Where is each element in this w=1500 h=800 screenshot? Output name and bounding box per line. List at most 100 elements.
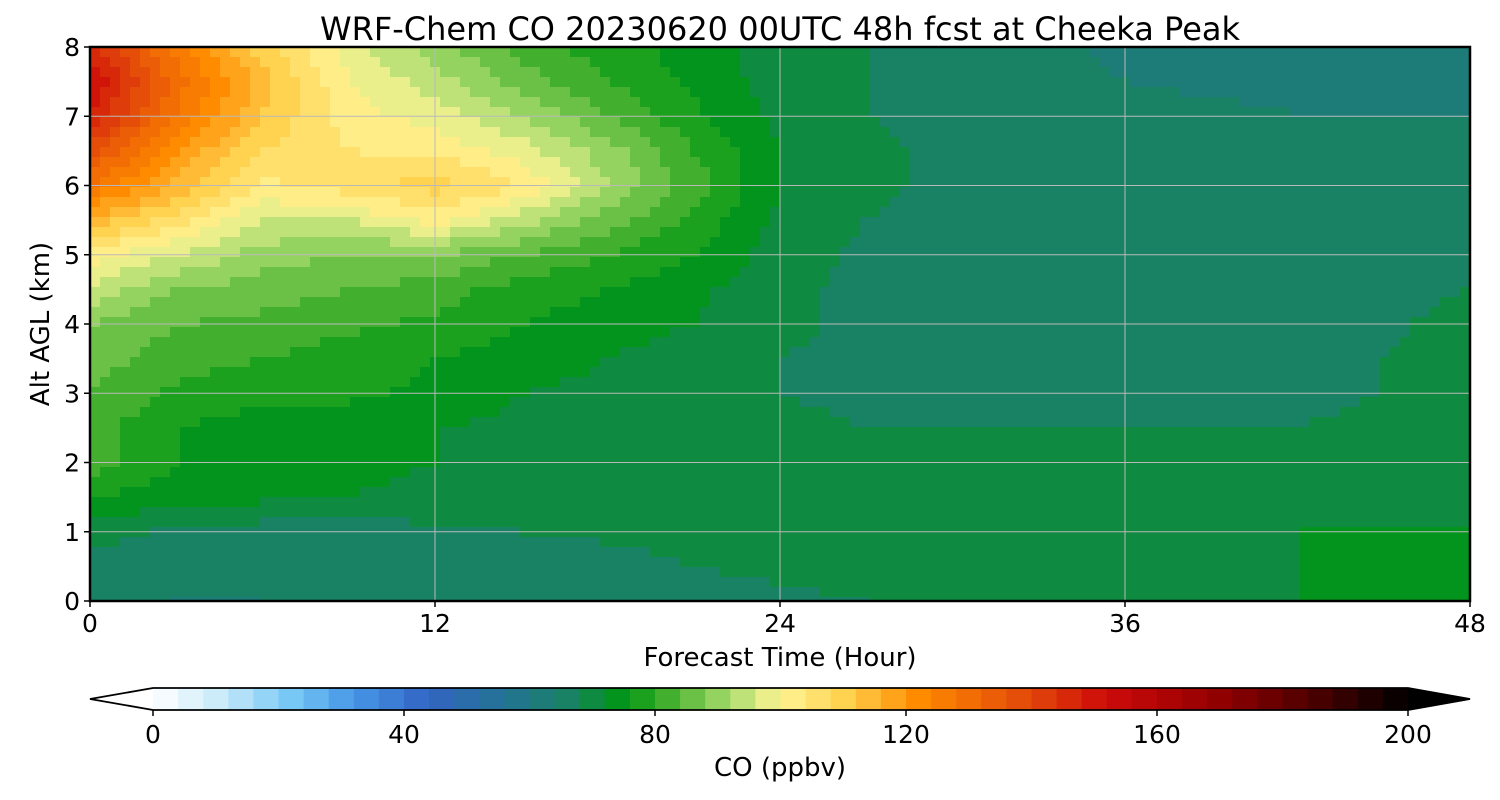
field-cell [880,97,891,108]
field-cell [1440,217,1451,228]
field-cell [1350,397,1361,408]
field-cell [540,187,551,198]
field-cell [260,387,271,398]
field-cell [160,407,171,418]
field-cell [790,347,801,358]
field-cell [420,77,431,88]
field-cell [1210,127,1221,138]
field-cell [100,67,111,78]
field-cell [1420,157,1431,168]
field-cell [690,157,701,168]
field-cell [1390,247,1401,258]
field-cell [310,67,321,78]
field-cell [880,197,891,208]
field-cell [230,277,241,288]
field-cell [940,157,951,168]
field-cell [380,237,391,248]
field-cell [240,107,251,118]
field-cell [350,77,361,88]
field-cell [1390,257,1401,268]
field-cell [1360,167,1371,178]
field-cell [690,77,701,88]
field-cell [1210,377,1221,388]
field-cell [1290,237,1301,248]
field-cell [570,277,581,288]
field-cell [510,127,521,138]
field-cell [1340,107,1351,118]
field-cell [1360,347,1371,358]
field-cell [570,147,581,158]
field-cell [580,387,591,398]
field-cell [640,337,651,348]
field-cell [1060,97,1071,108]
field-cell [220,217,231,228]
field-cell [250,217,261,228]
field-cell [290,97,301,108]
field-cell [670,67,681,78]
field-cell [570,387,581,398]
field-cell [400,147,411,158]
field-cell [290,47,301,58]
field-cell [180,167,191,178]
field-cell [630,67,641,78]
field-cell [340,127,351,138]
field-cell [980,367,991,378]
field-cell [1290,377,1301,388]
field-cell [380,267,391,278]
field-cell [970,377,981,388]
field-cell [220,307,231,318]
field-cell [240,357,251,368]
field-cell [1340,257,1351,268]
field-cell [530,227,541,238]
field-cell [920,397,931,408]
field-cell [440,317,451,328]
field-cell [260,247,271,258]
field-cell [690,317,701,328]
field-cell [1400,107,1411,118]
field-cell [410,237,421,248]
field-cell [1220,347,1231,358]
field-cell [750,277,761,288]
field-cell [880,387,891,398]
field-cell [930,77,941,88]
field-cell [1340,317,1351,328]
field-cell [780,197,791,208]
field-cell [260,327,271,338]
field-cell [1460,327,1470,338]
field-cell [280,87,291,98]
field-cell [760,77,771,88]
field-cell [550,237,561,248]
field-cell [790,287,801,298]
field-cell [770,127,781,138]
field-cell [640,377,651,388]
field-cell [1050,167,1061,178]
field-cell [840,247,851,258]
field-cell [450,307,461,318]
field-cell [1270,157,1281,168]
field-cell [530,217,541,228]
field-cell [1410,147,1421,158]
field-cell [1080,87,1091,98]
field-cell [480,377,491,388]
field-cell [400,257,411,268]
field-cell [1020,117,1031,128]
field-cell [420,277,431,288]
field-cell [110,327,121,338]
field-cell [400,267,411,278]
field-cell [630,347,641,358]
field-cell [280,407,291,418]
field-cell [130,177,141,188]
field-cell [110,107,121,118]
field-cell [130,337,141,348]
field-cell [620,337,631,348]
field-cell [1430,357,1441,368]
field-cell [820,127,831,138]
field-cell [660,77,671,88]
field-cell [1400,117,1411,128]
field-cell [880,247,891,258]
field-cell [1100,297,1111,308]
field-cell [1010,367,1021,378]
field-cell [440,127,451,138]
field-cell [930,117,941,128]
field-cell [1460,217,1470,228]
